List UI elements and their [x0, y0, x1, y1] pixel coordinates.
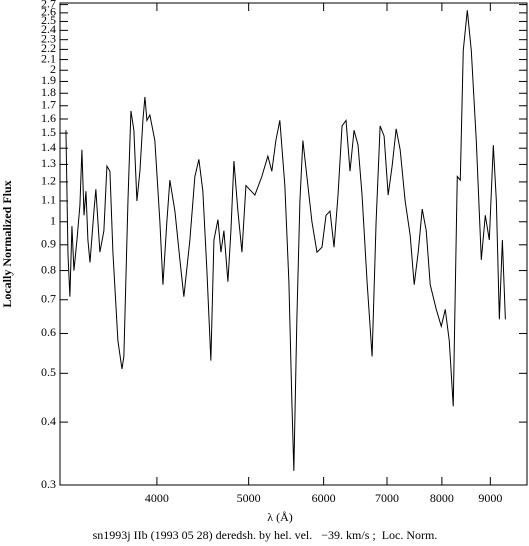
caption: sn1993j IIb (1993 05 28) deredsh. by hel…: [93, 528, 438, 542]
y-tick-label: 1.3: [41, 156, 56, 170]
y-tick-label: 0.6: [41, 325, 56, 339]
y-tick-label: 2.6: [41, 5, 56, 19]
y-tick-label: 1: [50, 214, 56, 228]
y-tick-label: 2: [50, 62, 56, 76]
y-tick-label: 0.3: [41, 477, 56, 491]
y-tick-label: 1.8: [41, 85, 56, 99]
y-tick-label: 2.3: [41, 31, 56, 45]
x-axis-label: λ (Å): [267, 510, 292, 524]
y-tick-label: 0.4: [41, 414, 56, 428]
y-tick-label: 0.5: [41, 365, 56, 379]
y-tick-label: 2.1: [41, 51, 56, 65]
x-tick-label: 8000: [430, 491, 454, 505]
y-tick-label: 1.5: [41, 125, 56, 139]
x-tick-label: 9000: [478, 491, 502, 505]
y-tick-label: 0.7: [41, 292, 56, 306]
plot-frame: [59, 2, 528, 486]
spectrum-line: [65, 10, 506, 471]
x-tick-label: 5000: [237, 491, 261, 505]
y-tick-label: 2.4: [41, 22, 56, 36]
y-tick-label: 1.7: [41, 98, 56, 112]
y-tick-label: 2.2: [41, 41, 56, 55]
y-axis-label: Locally Normalized Flux: [0, 180, 14, 307]
x-tick-label: 6000: [312, 491, 336, 505]
y-tick-label: 2.5: [41, 13, 56, 27]
y-tick-label: 2.7: [41, 0, 56, 10]
y-tick-label: 1.1: [41, 193, 56, 207]
y-tick-label: 1.9: [41, 73, 56, 87]
x-tick-label: 4000: [145, 491, 169, 505]
x-tick-label: 7000: [375, 491, 399, 505]
y-tick-label: 0.8: [41, 262, 56, 276]
y-tick-label: 1.2: [41, 174, 56, 188]
y-tick-label: 1.6: [41, 111, 56, 125]
y-tick-label: 0.9: [41, 237, 56, 251]
y-tick-label: 1.4: [41, 140, 56, 154]
